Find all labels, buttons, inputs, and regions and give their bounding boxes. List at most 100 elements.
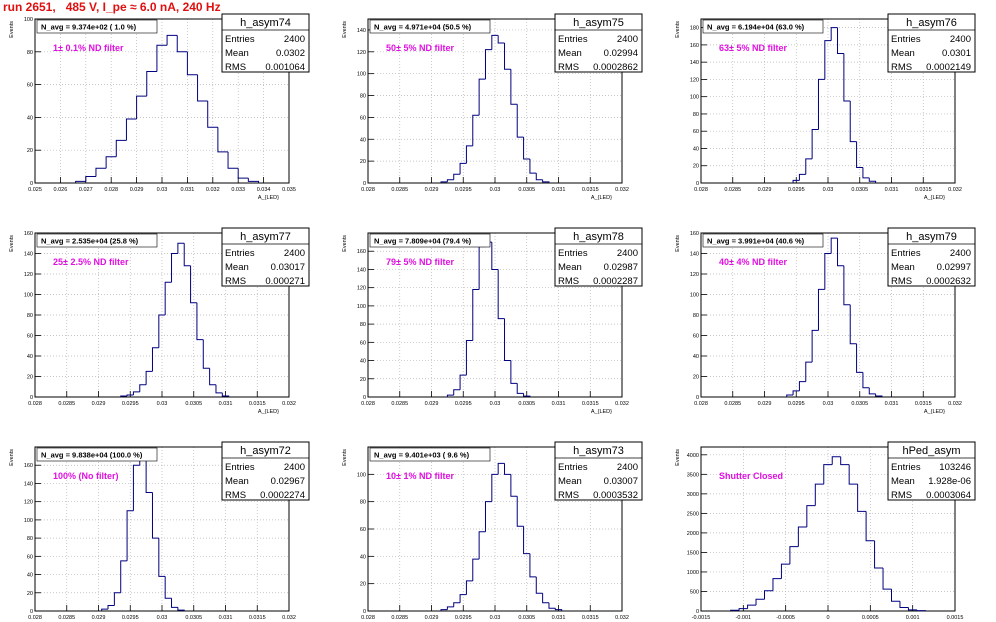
stats-value: 2400	[617, 462, 638, 473]
x-tick-label: 0.031	[552, 401, 566, 407]
y-tick-label: 20	[27, 148, 33, 154]
histogram-bin	[747, 604, 757, 609]
histogram-bin	[535, 173, 543, 181]
histogram-bin	[197, 74, 208, 102]
y-tick-label: 120	[357, 286, 366, 292]
stats-box	[554, 227, 643, 287]
stats-label: RMS	[558, 490, 579, 501]
navg-box	[369, 447, 491, 462]
filter-annotation: 40± 4% ND filter	[719, 257, 787, 267]
histogram-bin	[186, 51, 198, 76]
stats-title: h_asym75	[573, 17, 624, 29]
histogram-bin	[491, 473, 499, 502]
histogram-bin	[126, 394, 134, 396]
y-tick-label: 20	[27, 375, 33, 381]
x-tick-label: 0.0285	[391, 401, 408, 407]
filter-annotation: 79± 5% ND filter	[386, 257, 454, 267]
x-tick-label: 0.032	[282, 615, 296, 621]
y-tick-label: 0	[30, 181, 33, 187]
plot-frame	[34, 18, 290, 184]
x-tick-label: 0.031	[885, 401, 899, 407]
y-tick-label: 0	[696, 181, 699, 187]
y-tick-label: 140	[690, 60, 699, 66]
y-tick-label: 120	[690, 77, 699, 83]
y-tick-label: 80	[360, 94, 366, 100]
stats-label: RMS	[891, 490, 912, 501]
x-tick-label: 0.03	[490, 401, 501, 407]
histogram-bin	[806, 505, 816, 528]
stats-label: Entries	[225, 248, 255, 259]
stats-value: 0.02994	[604, 48, 638, 59]
navg-label: N_avg = 9.374e+02 ( 1.0 %)	[41, 23, 137, 32]
y-tick-label: 40	[693, 146, 699, 152]
histogram-bin	[491, 34, 499, 50]
histogram-bin	[484, 49, 492, 80]
x-tick-label: 0.031	[552, 187, 566, 193]
histogram-bin	[849, 101, 857, 143]
y-tick-label: 60	[27, 83, 33, 89]
histogram-bin	[247, 178, 260, 183]
stats-value: 0.02967	[271, 476, 305, 487]
x-tick-label: 0.0295	[788, 187, 805, 193]
x-tick-label: 0.027	[79, 187, 93, 193]
y-tick-label: 80	[27, 313, 33, 319]
histogram-bin	[862, 167, 870, 179]
x-tick-label: 0.0305	[185, 615, 202, 621]
x-tick-label: 0.0285	[391, 187, 408, 193]
stats-label: RMS	[558, 276, 579, 287]
histogram-bin	[156, 44, 168, 72]
histogram-bin	[221, 392, 230, 397]
histogram-bin	[446, 606, 454, 610]
y-tick-label: 40	[360, 554, 366, 560]
stats-value: 0.0002274	[260, 490, 305, 501]
histogram-bin	[136, 95, 147, 120]
y-tick-label: 100	[24, 293, 33, 299]
x-tick-label: 0.031	[219, 615, 233, 621]
y-tick-label: 40	[27, 573, 33, 579]
histogram-bin	[472, 288, 480, 341]
histogram-panel-h_asym77: 0.028 0.0285 0.029 0.0295 0.03 0.0305 0.031 0.0…	[9, 227, 310, 415]
histogram-bin	[523, 137, 530, 160]
histogram-bin	[891, 589, 900, 602]
histogram-bin	[126, 510, 134, 561]
histogram-bin	[504, 43, 511, 70]
y-tick-label: 80	[360, 322, 366, 328]
x-tick-label: 0.0285	[58, 615, 75, 621]
x-tick-label: 0.029	[425, 615, 439, 621]
histogram-bin	[171, 598, 178, 608]
histogram-bin	[542, 179, 550, 183]
histogram-bin	[523, 526, 530, 555]
stats-value: 1.928e-06	[928, 476, 971, 487]
histogram-bin	[862, 372, 870, 389]
stats-box	[221, 13, 310, 73]
stats-value: 2400	[284, 34, 305, 45]
x-tick-label: 0.0015	[947, 615, 964, 621]
stats-label: RMS	[891, 62, 912, 73]
histogram-bin	[85, 175, 96, 182]
histogram-bin	[202, 339, 210, 369]
stats-label: Entries	[891, 462, 921, 473]
histogram-bin	[817, 288, 825, 331]
x-tick-label: 0.0285	[724, 187, 741, 193]
histogram-bin	[209, 368, 216, 386]
stats-box	[221, 441, 310, 501]
y-axis-label: Events	[342, 449, 348, 466]
stats-label: RMS	[558, 62, 579, 73]
histogram-bin	[465, 145, 473, 164]
plot-frame	[34, 446, 290, 612]
y-tick-label: 160	[690, 231, 699, 237]
histogram-bin	[453, 389, 461, 396]
stats-title: h_asym77	[240, 231, 291, 243]
y-tick-label: 40	[693, 354, 699, 360]
histogram-panel-hPed_asym: -0.0015 -0.001 -0.0005 0 0.0005 0.001 0.0015 0 5…	[675, 441, 976, 621]
navg-label: N_avg = 4.971e+04 (50.5 %)	[374, 23, 472, 32]
histogram-bin	[516, 104, 524, 138]
histogram-bin	[478, 531, 486, 560]
histogram-bin	[875, 393, 883, 397]
y-tick-label: 100	[690, 95, 699, 101]
histogram-bin	[510, 474, 518, 497]
stats-label: Mean	[558, 48, 582, 59]
x-tick-label: 0.029	[758, 187, 772, 193]
y-tick-label: 100	[690, 293, 699, 299]
y-tick-label: 0	[363, 181, 366, 187]
